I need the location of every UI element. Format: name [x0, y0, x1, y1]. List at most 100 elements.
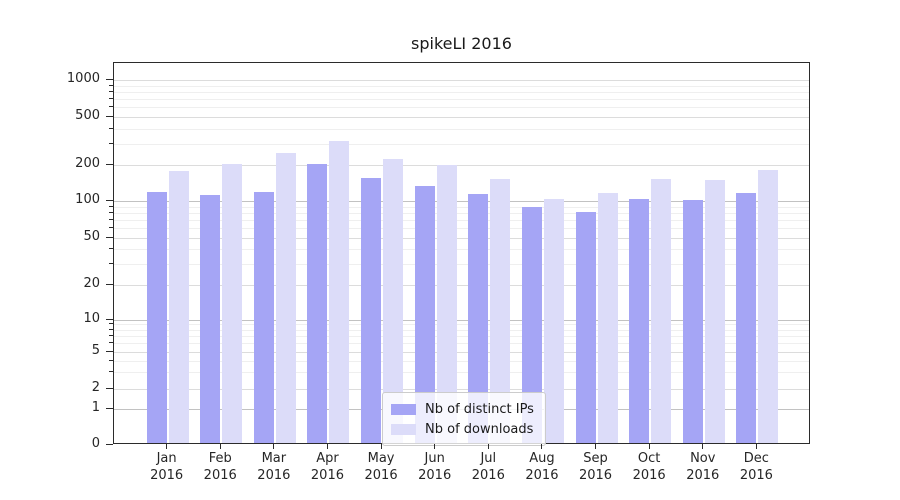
gridline: [114, 388, 809, 390]
x-tick-label-month: Nov: [690, 451, 716, 466]
x-tick-label-month: Apr: [316, 451, 339, 466]
bar-downloads: [758, 170, 779, 443]
gridline-minor: [114, 249, 809, 251]
x-tick-label-year: 2016: [364, 468, 398, 483]
bar-distinct-ips: [736, 193, 757, 443]
bar-distinct-ips: [361, 178, 382, 443]
x-tick-label-month: Aug: [529, 451, 555, 466]
gridline-minor: [114, 329, 809, 331]
x-tick-mark: [166, 444, 168, 449]
y-minor-tick-mark: [109, 263, 113, 265]
x-tick-label-year: 2016: [525, 468, 559, 483]
bar-downloads: [383, 159, 404, 443]
y-minor-tick-mark: [109, 127, 113, 129]
x-tick-label-month: Mar: [261, 451, 287, 466]
y-tick-mark: [106, 283, 113, 285]
x-tick-label-year: 2016: [257, 468, 291, 483]
bar-downloads: [275, 153, 296, 443]
x-tick-mark: [755, 444, 757, 449]
y-tick-mark: [106, 408, 113, 409]
bar-downloads: [222, 164, 243, 443]
x-tick-mark: [219, 444, 221, 449]
x-tick-mark: [273, 444, 275, 449]
y-tick-label: 2: [91, 379, 100, 395]
x-tick-label-month: Feb: [208, 451, 232, 466]
gridline: [114, 351, 809, 353]
y-minor-tick-mark: [109, 248, 113, 250]
x-tick-mark: [326, 444, 328, 449]
bar-distinct-ips: [629, 199, 650, 443]
y-minor-tick-mark: [109, 219, 113, 221]
bar-downloads: [490, 179, 511, 443]
legend: Nb of distinct IPs Nb of downloads: [382, 392, 546, 446]
y-minor-tick-mark: [109, 90, 113, 92]
y-tick-mark: [106, 200, 113, 202]
x-tick-mark: [702, 444, 704, 449]
x-tick-label-year: 2016: [686, 468, 720, 483]
y-minor-tick-mark: [109, 371, 113, 373]
y-tick-mark: [106, 163, 113, 165]
y-tick-label: 1: [91, 400, 100, 415]
x-tick-mark: [434, 444, 436, 449]
legend-row: Nb of distinct IPs: [391, 399, 534, 419]
gridline-major: [114, 201, 809, 203]
x-tick-mark: [541, 444, 543, 449]
gridline-minor: [114, 372, 809, 374]
legend-label-downloads: Nb of downloads: [425, 421, 534, 437]
y-tick-mark: [106, 387, 113, 389]
y-tick-mark: [106, 350, 113, 352]
y-minor-tick-mark: [109, 106, 113, 108]
y-tick-label: 500: [75, 108, 100, 123]
y-tick-label: 1000: [66, 70, 100, 86]
y-tick-label: 20: [83, 275, 100, 291]
y-minor-tick-mark: [109, 323, 113, 325]
legend-row: Nb of downloads: [391, 419, 534, 439]
legend-swatch-distinct-ips: [391, 403, 416, 415]
y-minor-tick-mark: [109, 205, 113, 207]
y-tick-mark: [106, 236, 113, 238]
gridline-minor: [114, 143, 809, 145]
gridline-minor: [114, 343, 809, 345]
gridline: [114, 164, 809, 166]
gridline-minor: [114, 91, 809, 93]
x-tick-label-year: 2016: [418, 468, 452, 483]
y-minor-tick-mark: [109, 142, 113, 144]
bar-downloads: [168, 171, 189, 443]
x-tick-mark: [487, 444, 489, 449]
y-minor-tick-mark: [109, 84, 113, 86]
gridline-minor: [114, 213, 809, 215]
y-minor-tick-mark: [109, 359, 113, 361]
gridline-minor: [114, 228, 809, 230]
y-minor-tick-mark: [109, 342, 113, 344]
gridline-minor: [114, 220, 809, 222]
x-tick-label-month: Oct: [637, 451, 661, 466]
gridline-minor: [114, 336, 809, 338]
bar-downloads: [329, 141, 350, 443]
y-tick-label: 5: [91, 342, 100, 358]
x-tick-mark: [648, 444, 650, 449]
gridline-minor: [114, 128, 809, 130]
y-tick-label: 10: [83, 310, 100, 326]
x-tick-label-month: Dec: [743, 451, 769, 466]
gridline: [114, 237, 809, 239]
y-minor-tick-mark: [109, 335, 113, 337]
gridline-minor: [114, 99, 809, 101]
y-tick-mark: [106, 116, 113, 117]
bars-layer: [114, 63, 809, 443]
y-tick-mark: [106, 78, 113, 80]
x-tick-label-year: 2016: [471, 468, 505, 483]
y-tick-label: 50: [83, 228, 100, 244]
y-tick-label: 200: [75, 155, 100, 171]
y-minor-tick-mark: [109, 98, 113, 100]
y-minor-tick-mark: [109, 212, 113, 214]
bar-distinct-ips: [146, 192, 167, 443]
bar-downloads: [597, 193, 618, 443]
x-tick-mark: [595, 444, 597, 449]
gridline-major: [114, 319, 809, 321]
bar-downloads: [436, 165, 457, 443]
legend-label-distinct-ips: Nb of distinct IPs: [425, 401, 534, 417]
bar-distinct-ips: [575, 212, 596, 443]
bar-distinct-ips: [307, 164, 328, 443]
x-tick-label-year: 2016: [739, 468, 773, 483]
